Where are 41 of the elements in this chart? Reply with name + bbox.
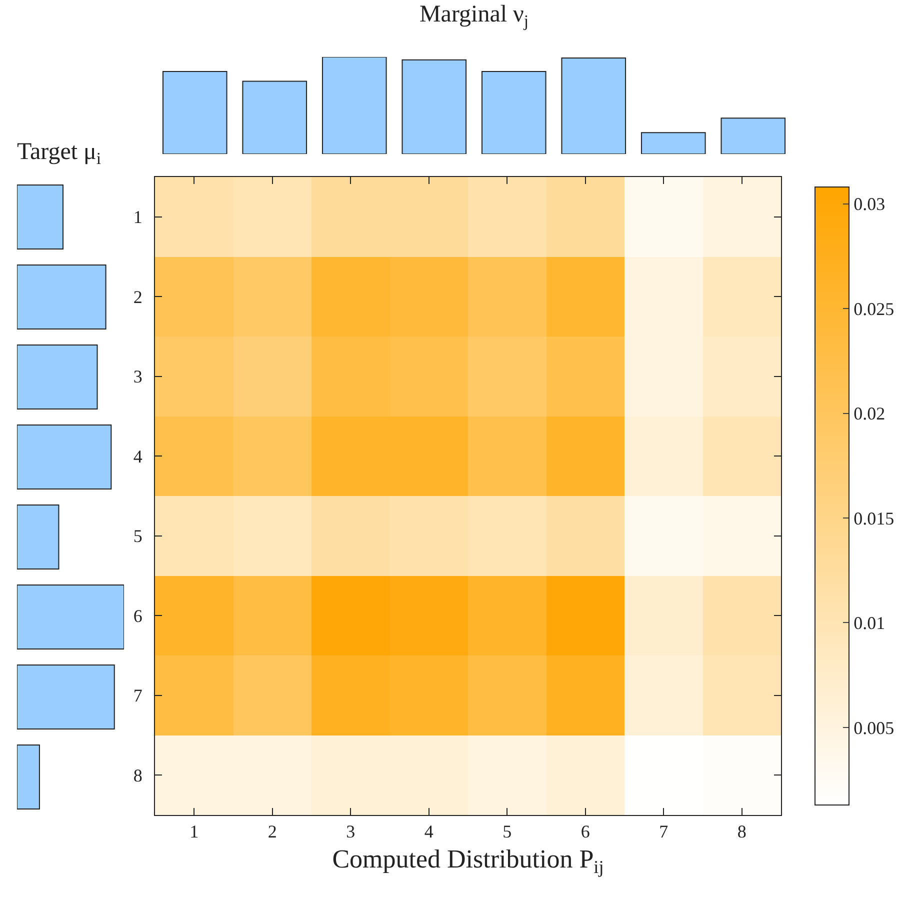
x-tick-label: 2 — [268, 822, 277, 842]
bar — [162, 71, 228, 154]
y-tick-label: 5 — [133, 526, 142, 546]
y-tick-label: 4 — [133, 446, 142, 466]
bar — [481, 71, 546, 154]
bar — [640, 132, 706, 154]
x-axis-title: Computed Distribution P$_{ij}$ — [332, 844, 604, 877]
x-tick-label: 3 — [346, 822, 356, 842]
color-bar-label: 0.005 — [854, 718, 894, 738]
chart-title: Target μ$_{i}$ — [17, 138, 102, 168]
y-tick-label: 2 — [133, 286, 142, 307]
x-tick-label: 1 — [190, 822, 199, 842]
color-bar-label: 0.025 — [854, 298, 894, 319]
y-tick-label: 1 — [133, 207, 142, 228]
bar — [561, 57, 626, 154]
bar — [720, 118, 786, 154]
color-bar-label: 0.01 — [854, 613, 886, 634]
x-tick-label: 7 — [659, 822, 668, 842]
color-bar-label: 0.03 — [854, 194, 886, 214]
y-tick-label: 3 — [133, 366, 142, 387]
chart-title: Marginal ν$_{j}$ — [419, 2, 529, 31]
bar — [402, 59, 467, 154]
color-bar-label: 0.02 — [854, 404, 886, 424]
bar — [17, 424, 112, 490]
x-tick-label: 4 — [424, 822, 434, 842]
color-bar-label: 0.015 — [854, 508, 894, 528]
y-tick-label: 6 — [133, 606, 142, 626]
bar — [17, 504, 60, 570]
bar — [17, 344, 98, 410]
bar — [17, 584, 124, 650]
y-tick-label: 7 — [133, 686, 142, 706]
bar — [17, 264, 106, 330]
bar — [242, 80, 308, 154]
y-tick-label: 8 — [133, 765, 142, 786]
x-tick-label: 8 — [737, 822, 746, 842]
bar — [322, 57, 387, 154]
x-tick-label: 6 — [580, 822, 590, 842]
bar — [17, 744, 40, 810]
bar — [17, 664, 115, 730]
x-tick-label: 5 — [502, 822, 512, 842]
bar — [17, 184, 64, 250]
